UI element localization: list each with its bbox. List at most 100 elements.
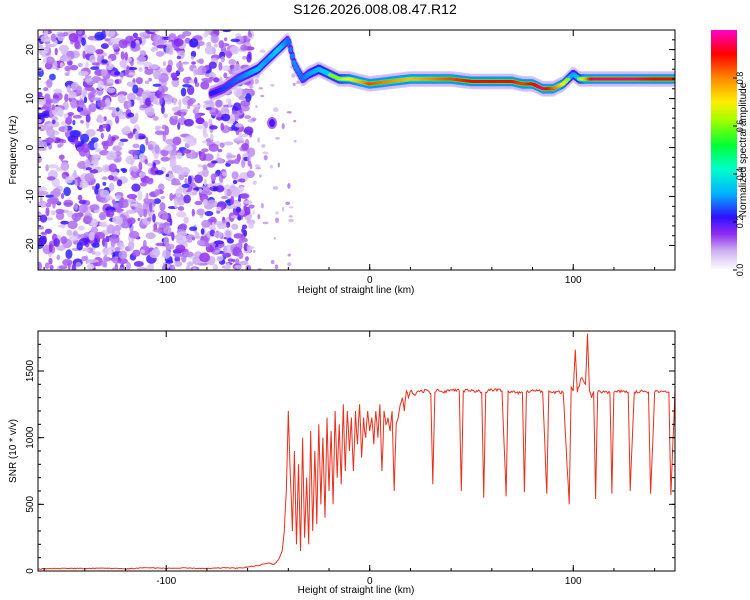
noise-blob — [219, 142, 225, 148]
noise-blob — [226, 238, 234, 244]
noise-blob — [135, 77, 143, 85]
noise-blob — [221, 113, 231, 122]
noise-blob — [108, 57, 112, 67]
noise-blob — [190, 56, 195, 60]
noise-blob — [49, 73, 56, 81]
noise-blob — [133, 260, 144, 267]
noise-blob — [163, 145, 174, 151]
noise-blob — [238, 131, 243, 140]
snr-ytick-label: 1500 — [25, 359, 36, 382]
noise-blob — [77, 70, 89, 77]
noise-blob — [142, 61, 153, 67]
noise-blob — [173, 38, 184, 47]
noise-blob — [150, 94, 155, 102]
colorbar-gradient — [711, 30, 737, 270]
noise-blob — [223, 245, 228, 254]
noise-blob — [252, 210, 255, 215]
noise-blob — [130, 60, 134, 67]
noise-blob — [258, 174, 262, 178]
noise-blob — [38, 140, 45, 149]
noise-blob — [91, 242, 100, 248]
snr-xlabel: Height of straight line (km) — [298, 585, 415, 596]
noise-blob — [52, 187, 61, 198]
noise-blob — [70, 99, 77, 109]
noise-blob — [240, 44, 248, 51]
noise-blob — [231, 171, 239, 180]
noise-blob — [55, 211, 65, 221]
noise-blob — [182, 31, 192, 37]
noise-blob — [108, 182, 115, 192]
noise-blob — [89, 54, 96, 64]
noise-blob — [128, 149, 139, 155]
noise-blob — [143, 208, 148, 218]
noise-blob — [91, 250, 96, 255]
noise-blob — [176, 211, 187, 218]
noise-blob — [106, 156, 112, 160]
noise-blob — [80, 119, 84, 124]
spectrogram-xtick-label: 100 — [565, 275, 582, 286]
noise-blob — [214, 249, 221, 254]
noise-blob — [110, 171, 119, 177]
noise-blob — [126, 81, 136, 87]
noise-blob — [169, 192, 174, 201]
noise-blob — [53, 238, 60, 247]
noise-blob — [201, 148, 209, 153]
noise-blob — [177, 34, 186, 39]
noise-blob — [139, 98, 144, 107]
snr-xtick-label: 100 — [565, 576, 582, 587]
noise-blob — [287, 262, 292, 267]
noise-blob — [240, 193, 250, 199]
noise-blob — [56, 254, 61, 261]
noise-blob — [217, 148, 223, 153]
noise-blob — [77, 194, 83, 201]
noise-blob — [139, 50, 147, 57]
noise-blob — [99, 198, 108, 204]
noise-blob — [244, 256, 249, 262]
noise-blob — [209, 133, 214, 141]
noise-blob — [126, 261, 131, 270]
noise-blob — [58, 108, 64, 118]
noise-blob — [132, 143, 140, 149]
noise-blob — [119, 138, 129, 143]
noise-blob — [292, 82, 296, 87]
noise-blob — [288, 215, 293, 218]
noise-blob — [118, 141, 125, 147]
noise-blob — [199, 252, 210, 263]
noise-blob — [281, 206, 285, 212]
noise-blob — [89, 204, 100, 211]
noise-blob — [49, 110, 53, 117]
noise-blob — [84, 173, 95, 182]
noise-blob — [160, 149, 169, 157]
noise-blob — [221, 220, 228, 224]
noise-blob — [221, 65, 231, 72]
noise-blob — [222, 171, 227, 177]
noise-blob — [191, 61, 196, 65]
colorbar-tick-label: 0.2 — [735, 216, 745, 229]
noise-blob — [210, 160, 218, 164]
noise-blob — [170, 182, 182, 186]
spectrogram-ytick-label: 20 — [25, 44, 36, 56]
noise-blob — [119, 59, 127, 68]
noise-blob — [105, 206, 116, 212]
noise-blob — [110, 38, 120, 44]
noise-blob — [126, 65, 130, 75]
noise-blob — [127, 209, 134, 214]
noise-blob — [84, 77, 93, 83]
noise-blob — [176, 55, 182, 60]
noise-blob — [259, 49, 266, 54]
noise-blob — [154, 170, 164, 175]
noise-blob — [122, 111, 126, 115]
noise-blob — [94, 231, 106, 240]
noise-blob — [200, 228, 205, 235]
noise-blob — [137, 267, 148, 270]
noise-blob — [77, 180, 89, 189]
noise-blob — [38, 44, 43, 49]
noise-blob — [218, 40, 225, 49]
noise-blob — [124, 51, 128, 61]
noise-blob — [218, 61, 223, 71]
noise-blob — [194, 174, 203, 184]
noise-blob — [164, 125, 170, 136]
noise-blob — [197, 164, 203, 168]
noise-blob — [114, 116, 120, 124]
